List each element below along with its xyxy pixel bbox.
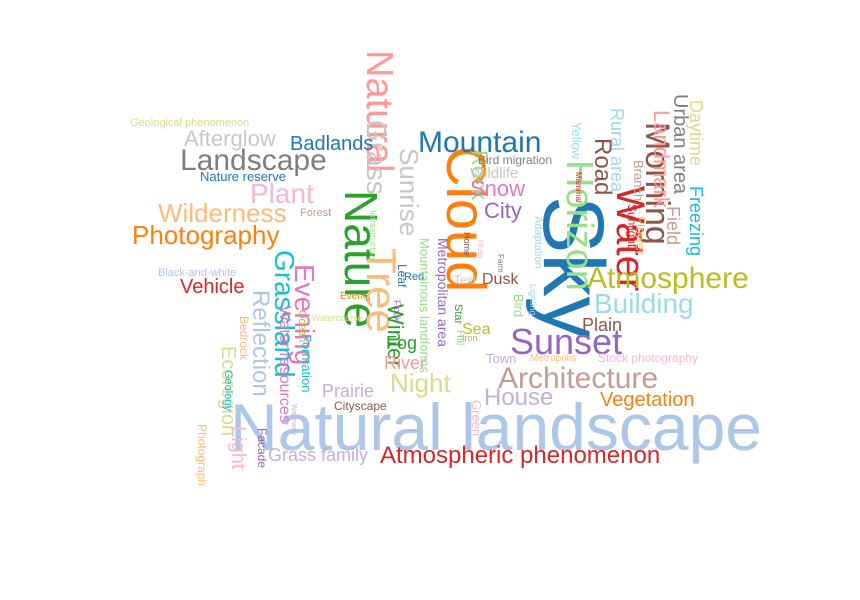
word-iron: Iron	[462, 333, 478, 343]
word-wildlife: Wildlife	[470, 165, 519, 182]
word-house: House	[484, 384, 554, 411]
word-natural-landscape: Natural landscape	[230, 390, 762, 464]
word-black-and-white: Black-and-white	[158, 267, 237, 279]
word-atmospheric-phenomenon: Atmospheric phenomenon	[380, 442, 661, 469]
word-snow: Snow	[470, 176, 526, 201]
word-forest: Forest	[300, 207, 332, 219]
word-dusk: Dusk	[482, 271, 519, 288]
word-landscape: Landscape	[180, 144, 327, 177]
word-photograph: Photograph	[195, 424, 209, 487]
word-infrastructure: Infrastructure	[368, 210, 378, 264]
word-grass-family: Grass family	[268, 445, 369, 465]
word-branch: Branch	[631, 160, 646, 202]
word-cityscape: Cityscape	[334, 399, 387, 413]
word-geological-phenomenon: Geological phenomenon	[130, 117, 250, 129]
word-fog: Fog	[386, 333, 418, 353]
word-metropolis: Metropolis	[530, 353, 577, 364]
word-metropolitan-area: Metropolitan area	[435, 238, 451, 347]
word-flock: Flock	[392, 300, 402, 322]
word-event: Event	[340, 291, 366, 302]
word-stock-photography: Stock photography	[598, 351, 699, 365]
word-badlands: Badlands	[290, 133, 374, 155]
word-daytime: Daytime	[686, 100, 706, 167]
word-reflection: Reflection	[247, 290, 274, 397]
word-geology: Geology	[222, 370, 234, 411]
word-home: Home	[462, 232, 472, 257]
word-lighting: Lighting	[528, 284, 538, 316]
word-afterglow: Afterglow	[184, 126, 276, 151]
word-green: Green	[469, 400, 484, 437]
word-sunset: Sunset	[510, 321, 623, 362]
word-adaptation: Adaptation	[532, 216, 544, 269]
word-town: Town	[486, 351, 517, 366]
word-hill: Hill	[454, 330, 466, 346]
word-wilderness: Wilderness	[158, 198, 287, 228]
word-bird-migration: Bird migration	[478, 153, 553, 167]
word-mountain: Mountain	[418, 126, 542, 159]
word-mountainous-landforms: Mountainous landforms	[417, 238, 432, 374]
word-sunrise: Sunrise	[394, 148, 424, 237]
word-star: Star	[452, 304, 464, 325]
word-nature-reserve: Nature reserve	[200, 169, 286, 184]
word-red: Red	[404, 271, 425, 283]
word-night: Night	[390, 368, 451, 398]
word-sea: Sea	[462, 321, 491, 338]
word-light: Light	[227, 426, 249, 470]
word-farm: Farm	[496, 254, 505, 273]
word-river: River	[384, 353, 427, 373]
word-building: Building	[594, 288, 694, 319]
word-vegetation: Vegetation	[600, 389, 695, 411]
word-plant: Plant	[250, 178, 314, 209]
word-facade: Facade	[255, 428, 269, 469]
word-road: Road	[589, 138, 616, 196]
word-photography: Photography	[132, 220, 280, 250]
word-grass: Grass	[361, 120, 392, 195]
word-prairie: Prairie	[322, 381, 375, 401]
word-field: Field	[663, 206, 683, 246]
word-flower: Flower	[633, 216, 648, 256]
word-plain: Plain	[582, 315, 623, 335]
word-yellow: Yellow	[569, 122, 584, 160]
word-hues: Hues	[476, 240, 485, 259]
word-waterway: Waterway	[290, 404, 297, 435]
word-freezing: Freezing	[686, 186, 706, 257]
word-city: City	[484, 198, 522, 223]
word-formation: Formation	[299, 334, 314, 393]
word-atmosphere: Atmosphere	[587, 262, 749, 295]
word-vehicle: Vehicle	[180, 276, 245, 298]
word-bird: Bird	[511, 294, 526, 318]
word-watercourse: Watercourse	[312, 313, 363, 323]
word-architecture: Architecture	[498, 362, 659, 395]
word-bedrock: Bedrock	[237, 316, 251, 361]
word-mammal: Mammal	[574, 172, 583, 203]
word-text: Text	[454, 273, 477, 287]
